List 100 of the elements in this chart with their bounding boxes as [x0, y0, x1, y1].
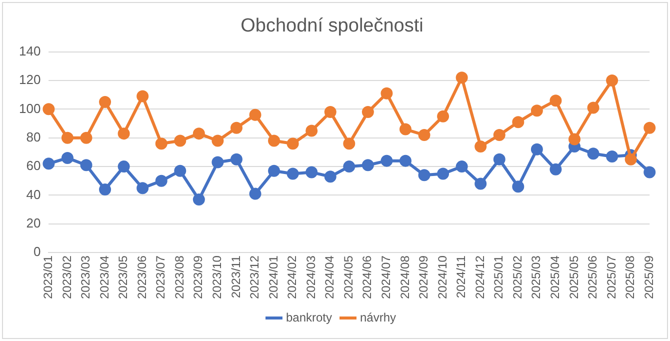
point [99, 96, 112, 108]
point [456, 160, 468, 173]
point [362, 106, 374, 118]
x-tick-label: 2024/07 [379, 255, 394, 300]
x-tick-label: 2023/02 [60, 255, 74, 300]
point [192, 194, 205, 206]
x-tick-label: 2023/12 [248, 255, 262, 300]
point [118, 128, 130, 140]
point [606, 74, 618, 86]
point [212, 156, 224, 168]
point [512, 116, 524, 128]
y-tick-label: 0 [33, 244, 41, 260]
point [230, 153, 242, 166]
y-tick-label: 100 [18, 100, 41, 116]
point [61, 132, 74, 144]
x-tick-label: 2023/04 [97, 255, 112, 300]
x-tick-label: 2025/08 [623, 255, 638, 300]
x-tick-label: 2024/06 [360, 255, 374, 300]
point [80, 159, 92, 172]
point [587, 148, 600, 160]
x-tick-label: 2025/07 [604, 255, 618, 300]
x-tick-label: 2023/07 [154, 255, 168, 300]
point [42, 158, 55, 170]
point [343, 138, 356, 150]
point [587, 102, 600, 114]
point [624, 153, 637, 166]
y-tick-label: 20 [26, 216, 41, 231]
point [530, 104, 543, 117]
x-tick-label: 2023/05 [116, 255, 130, 300]
point [80, 132, 92, 144]
x-tick-label: 2023/06 [134, 255, 149, 300]
point [324, 106, 336, 118]
x-tick-label: 2025/04 [548, 255, 562, 300]
point [42, 103, 55, 116]
point [493, 129, 506, 141]
x-tick-label: 2025/09 [642, 255, 656, 300]
point [550, 94, 562, 107]
x-tick-label: 2024/11 [454, 255, 468, 298]
x-tick-label: 2023/10 [210, 255, 224, 300]
chart-title: Obchodní společnosti [240, 16, 424, 37]
point [474, 178, 487, 190]
point [399, 123, 412, 136]
point [136, 90, 149, 102]
y-tick-label: 140 [18, 43, 41, 58]
point [174, 134, 186, 147]
point [380, 154, 393, 167]
x-tick-label: 2023/01 [41, 255, 55, 300]
point [362, 159, 374, 172]
point [136, 182, 149, 194]
point [437, 110, 450, 122]
x-tick-label: 2024/04 [322, 255, 337, 300]
point [644, 122, 656, 134]
point [306, 124, 318, 137]
point [380, 87, 393, 100]
point [155, 138, 168, 150]
point [324, 170, 336, 183]
point [99, 184, 112, 196]
point [61, 152, 74, 164]
point [606, 150, 618, 163]
point [418, 129, 430, 141]
point [493, 153, 506, 166]
point [343, 160, 356, 173]
x-tick-label: 2024/10 [435, 255, 450, 300]
x-tick-label: 2024/03 [304, 255, 318, 300]
x-tick-label: 2025/02 [510, 255, 524, 300]
point [550, 163, 562, 176]
x-tick-label: 2024/12 [472, 255, 487, 300]
y-tick-label: 120 [18, 72, 41, 88]
point [418, 169, 430, 182]
point [644, 166, 656, 178]
point [268, 164, 280, 177]
y-tick-label: 40 [26, 186, 41, 202]
point [437, 168, 450, 180]
x-tick-label: 2025/05 [566, 255, 581, 300]
x-tick-label: 2024/08 [398, 255, 412, 300]
x-tick-label: 2024/05 [341, 255, 356, 300]
point [155, 174, 168, 187]
x-tick-label: 2023/11 [228, 255, 243, 298]
point [512, 180, 524, 193]
point [530, 143, 543, 156]
point [306, 166, 318, 178]
x-tick-label: 2024/01 [266, 255, 280, 300]
y-tick-label: 80 [26, 129, 41, 144]
legend-label: bankroty [286, 310, 332, 324]
point [249, 108, 262, 121]
point [230, 122, 242, 134]
x-tick-label: 2025/06 [586, 255, 600, 300]
point [286, 168, 299, 180]
x-tick-label: 2023/08 [172, 255, 186, 300]
point [456, 72, 468, 84]
x-tick-label: 2024/09 [416, 255, 431, 300]
point [474, 140, 487, 152]
x-tick-label: 2023/09 [191, 255, 206, 300]
point [268, 134, 280, 147]
x-tick-label: 2023/03 [78, 255, 93, 300]
point [174, 164, 186, 177]
point [568, 133, 580, 146]
x-tick-label: 2024/02 [285, 255, 300, 300]
x-tick-label: 2025/03 [529, 255, 544, 300]
point [192, 128, 205, 140]
